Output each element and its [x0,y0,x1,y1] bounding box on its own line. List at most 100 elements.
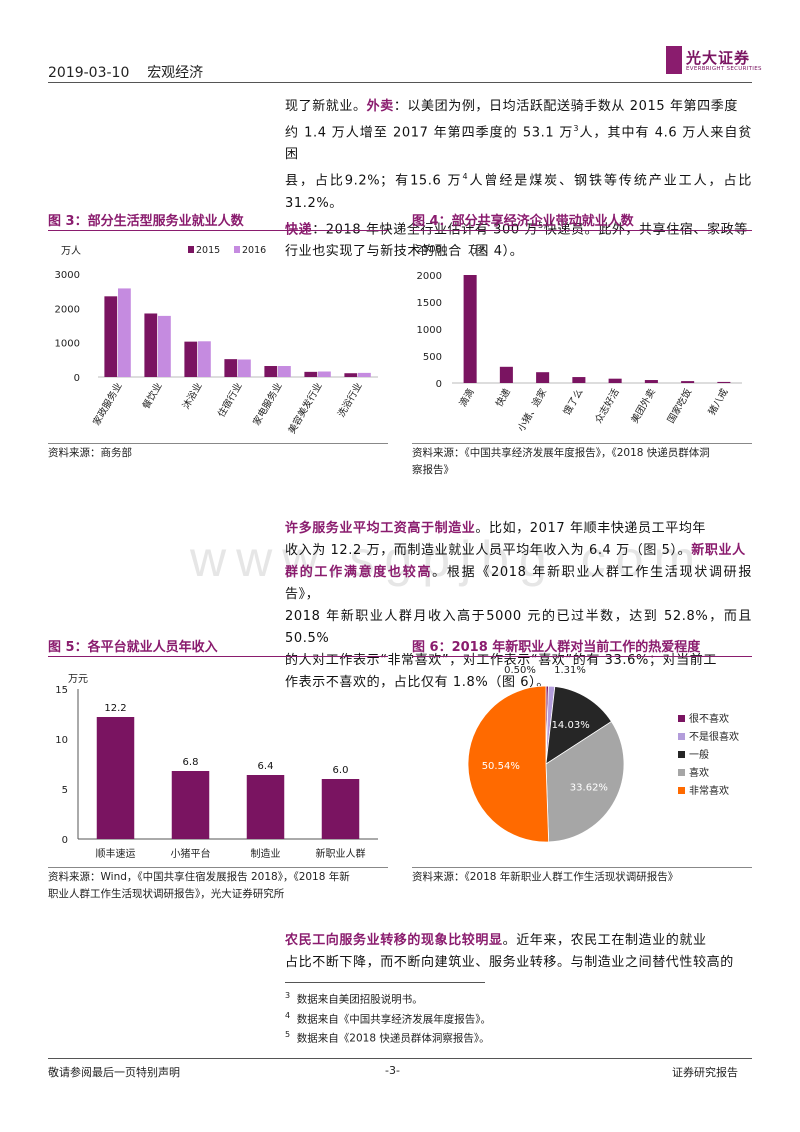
footnote-text: 数据来自《中国共享经济发展年度报告》。 [296,1013,492,1025]
fig5-bar [246,775,285,839]
fig5-source-line: 职业人群工作生活现状调研报告》，光大证券研究所 [48,888,285,900]
wage-heading: 许多服务业平均工资高于制造业 [285,521,476,536]
fig4-source-rule [412,443,752,444]
footnote-ref: 5 [538,220,544,230]
fig3-legend-label: 2015 [196,245,220,256]
fig6-data-label: 0.50% [504,665,536,676]
para-text: 。近年来，农民工在制造业的就业 [502,933,707,948]
fig4-x-label: 众志好活 [592,386,622,425]
fig4-bar [717,381,731,383]
fig6-slice [545,720,625,843]
fig3-legend-swatch [234,246,240,253]
fig6-title-rule [412,656,752,657]
brand-logo-mark [666,46,682,74]
footer-report-type: 证券研究报告 [672,1066,738,1079]
fig4-y-tick: 1500 [417,298,442,309]
page-number: -3- [385,1064,400,1077]
fig3-x-label: 住宿行业 [215,381,244,420]
fig3-bar-2016 [278,366,291,377]
footnote-item: 3 数据来自美团招股说明书。 [285,988,491,1008]
fig4-source: 资料来源：《中国共享经济发展年度报告》，《2018 快递员群体洞 察报告》 [412,445,752,479]
header-date-category: 2019-03-10 宏观经济 [48,62,203,82]
fig5-bar [321,779,360,839]
para-text: 作表示不喜欢的，占比仅有 1.8%（图 6）。 [285,675,550,690]
fig4-y-tick: 500 [423,352,442,363]
fig5-x-label: 制造业 [251,847,281,860]
fig4-bar [499,366,513,383]
fig4-y-tick: 2500 [417,244,442,255]
fig3-y-unit: 万人 [61,245,81,257]
fig6-legend-swatch [678,715,685,722]
fig3-bar-2016 [238,359,251,377]
fig6-legend-swatch [678,787,685,794]
fig3-x-label: 洗浴行业 [335,381,364,420]
fig3-bar-2016 [118,288,131,377]
fig4-bar [463,275,477,383]
fig4-y-tick: 1000 [417,325,442,336]
fig4-bar [681,381,695,383]
fig3-title: 图 3：部分生活型服务业就业人数 [48,214,244,229]
migrant-heading: 农民工向服务业转移的现象比较明显 [285,933,503,948]
fig6-legend-swatch [678,733,685,740]
fig6-legend-label: 很不喜欢 [689,712,729,725]
para-text: 。根据《2018 年新职业人群工作生活现状调研报告》， [285,565,752,602]
report-date: 2019-03-10 [48,65,130,81]
wage-paragraph: 许多服务业平均工资高于制造业。比如，2017 年顺丰快递员工平均年 收入为 12… [285,518,752,694]
footnote-item: 4 数据来自《中国共享经济发展年度报告》。 [285,1008,491,1028]
fig6-title: 图 6：2018 年新职业人群对当前工作的热爱程度 [412,640,701,655]
footnote-num: 5 [285,1030,291,1039]
fig5-data-label: 6.8 [183,757,199,768]
fig3-bar-2015 [104,296,118,377]
intro-text: 人，其中有 4.6 万人来自贫困 [285,125,752,163]
fig6-source: 资料来源：《2018 年新职业人群工作生活现状调研报告》 [412,871,679,883]
fig6-slice [545,686,612,765]
footnote-ref: 4 [462,172,469,182]
fig3-y-tick: 3000 [55,270,80,281]
fig5-y-tick: 0 [62,835,68,846]
migrant-paragraph: 农民工向服务业转移的现象比较明显。近年来，农民工在制造业的就业 占比不断下降，而… [285,930,752,974]
fig5-y-unit: 万元 [68,674,88,685]
kuaidi-label: 快递 [285,221,313,237]
fig4-title: 图 4：部分共享经济企业带动就业人数 [412,214,634,229]
brand-logo-name: 光大证券 [686,49,751,67]
fig3-legend-swatch [188,246,194,253]
fig4-y-tick: 2000 [417,271,442,282]
fig6-legend-swatch [678,751,685,758]
report-category: 宏观经济 [147,65,204,81]
fig5-bar [96,717,135,839]
fig3-bar-2016 [198,341,211,377]
fig6-legend-swatch [678,769,685,776]
fig6-source-rule [412,867,752,868]
footnote-ref: 3 [573,124,580,133]
fig3-title-rule [48,230,388,231]
fig4-source-line: 察报告》 [412,464,454,476]
footnote-divider [285,982,485,983]
intro-text: 县，占比9.2%；有15.6 万 [285,173,463,189]
para-text: 占比不断下降，而不断向建筑业、服务业转移。与制造业之间替代性较高的 [285,955,734,970]
fig6-data-label: 50.54% [482,761,520,772]
fig4-bar [572,377,586,383]
footnote-num: 3 [285,991,291,1000]
fig4-title-rule [412,230,752,231]
fig3-bar-2016 [358,372,371,377]
fig3-x-label: 餐饮业 [140,381,165,412]
fig6-legend-label: 一般 [689,748,709,761]
fig5-chart: 万元 0 5 10 15 12.2 6.8 6.4 6.0 顺丰速运 小猪平台 制造业 新职业人群 [55,674,378,860]
fig3-legend-label: 2016 [242,245,266,256]
fig3-x-label: 沐浴业 [180,381,205,412]
fig3-bar-2015 [224,359,238,377]
fig3-source-rule [48,443,388,444]
fig5-data-label: 6.0 [333,765,349,776]
fig6-data-label: 1.31% [554,665,586,676]
fig3-x-label: 美容美发行业 [286,381,325,436]
fig4-bar [536,372,550,383]
footer-disclaimer: 敬请参阅最后一页特别声明 [48,1066,180,1079]
intro-text: 行业也实现了与新技术的融合（图 4）。 [285,243,524,259]
fig5-data-label: 12.2 [104,703,126,714]
footnotes: 3 数据来自美团招股说明书。 4 数据来自《中国共享经济发展年度报告》。 5 数… [285,988,491,1047]
para-text: 。比如，2017 年顺丰快递员工平均年 [475,521,707,536]
fig3-y-tick: 2000 [55,304,80,315]
fig3-chart: 万人 0 1000 2000 3000 2015 2016 家政服务业 餐饮业 沐浴业 住宿行业 家电… [55,245,378,436]
fig3-bar-2015 [184,341,198,377]
fig4-bar [644,380,658,383]
